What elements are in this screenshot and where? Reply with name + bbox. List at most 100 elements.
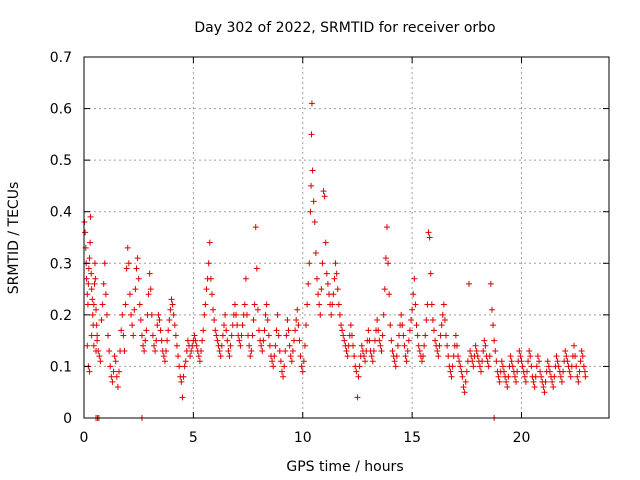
- data-point: [249, 332, 256, 339]
- data-point: [347, 322, 354, 329]
- data-point: [365, 327, 372, 334]
- data-point: [218, 342, 225, 349]
- data-point: [317, 311, 324, 318]
- data-point: [330, 291, 337, 298]
- data-point: [111, 353, 118, 360]
- data-point: [412, 301, 419, 308]
- data-point: [576, 368, 583, 375]
- data-point: [289, 347, 296, 354]
- data-point: [184, 337, 191, 344]
- data-point: [420, 353, 427, 360]
- data-point: [123, 265, 130, 272]
- data-point: [274, 311, 281, 318]
- data-point: [421, 342, 428, 349]
- data-point: [403, 358, 410, 365]
- x-tick-label: 15: [403, 430, 421, 446]
- data-point: [518, 358, 525, 365]
- data-point: [192, 337, 199, 344]
- data-point: [107, 363, 114, 370]
- data-point: [562, 347, 569, 354]
- data-point: [453, 342, 460, 349]
- data-point: [461, 389, 468, 396]
- data-point: [260, 337, 267, 344]
- data-point: [236, 337, 243, 344]
- data-point: [158, 337, 165, 344]
- data-point: [405, 337, 412, 344]
- data-point: [379, 332, 386, 339]
- data-point: [399, 322, 406, 329]
- data-point: [126, 291, 133, 298]
- data-point: [553, 353, 560, 360]
- data-point: [542, 378, 549, 385]
- data-point: [493, 358, 500, 365]
- data-point: [338, 322, 345, 329]
- data-point: [305, 280, 312, 287]
- data-point: [445, 353, 452, 360]
- data-point: [374, 317, 381, 324]
- data-point: [558, 378, 565, 385]
- data-point: [441, 317, 448, 324]
- data-point: [299, 368, 306, 375]
- y-tick-label: 0.7: [50, 50, 72, 66]
- data-point: [388, 337, 395, 344]
- data-point: [90, 342, 97, 349]
- data-point: [181, 363, 188, 370]
- data-point: [523, 368, 530, 375]
- data-point: [356, 363, 363, 370]
- data-point: [281, 363, 288, 370]
- data-point: [188, 347, 195, 354]
- data-point: [343, 347, 350, 354]
- data-point: [95, 347, 102, 354]
- data-point: [198, 347, 205, 354]
- data-point: [381, 286, 388, 293]
- data-point: [196, 358, 203, 365]
- data-point: [459, 373, 466, 380]
- data-point: [448, 373, 455, 380]
- data-point: [250, 317, 257, 324]
- data-point: [172, 332, 179, 339]
- data-point: [203, 286, 210, 293]
- data-point: [233, 311, 240, 318]
- data-point: [242, 275, 249, 282]
- data-point: [152, 347, 159, 354]
- data-point: [164, 337, 171, 344]
- data-point: [200, 327, 207, 334]
- data-point: [394, 342, 401, 349]
- data-point: [532, 373, 539, 380]
- data-point: [207, 275, 214, 282]
- data-point: [132, 286, 139, 293]
- data-point: [125, 260, 132, 267]
- x-tick-label: 5: [189, 430, 198, 446]
- data-point: [312, 249, 319, 256]
- data-point: [514, 368, 521, 375]
- data-point: [404, 347, 411, 354]
- data-point: [449, 363, 456, 370]
- data-point: [413, 322, 420, 329]
- data-point: [571, 342, 577, 349]
- data-point: [166, 317, 173, 324]
- data-point: [303, 322, 310, 329]
- data-point: [301, 342, 308, 349]
- data-point: [328, 311, 335, 318]
- data-point: [508, 358, 515, 365]
- data-point: [463, 368, 470, 375]
- data-point: [526, 347, 533, 354]
- data-point: [306, 260, 313, 267]
- data-point: [309, 167, 316, 174]
- data-point: [308, 131, 315, 138]
- data-point: [488, 306, 495, 313]
- data-point: [143, 327, 150, 334]
- data-point: [358, 342, 365, 349]
- data-point: [213, 332, 220, 339]
- data-point: [135, 275, 142, 282]
- data-point: [555, 363, 562, 370]
- data-point: [300, 358, 307, 365]
- data-point: [219, 332, 226, 339]
- data-point: [269, 358, 276, 365]
- data-point: [113, 373, 120, 380]
- data-point: [178, 378, 185, 385]
- data-point: [92, 275, 99, 282]
- data-point: [87, 213, 94, 220]
- data-point: [380, 311, 387, 318]
- data-point: [307, 208, 314, 215]
